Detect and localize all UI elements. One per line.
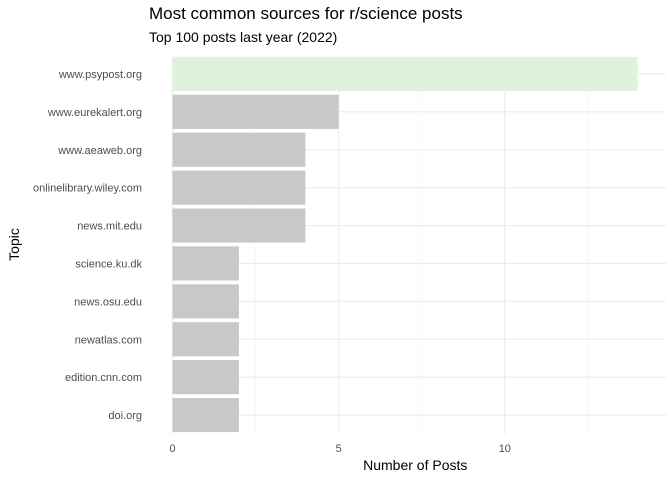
y-tick-label: doi.org	[108, 410, 142, 422]
bar-onlinelibrary.wiley.com	[172, 170, 306, 205]
y-tick-label: www.aeaweb.org	[57, 145, 142, 157]
y-tick-label: edition.cnn.com	[65, 372, 142, 384]
bar-doi.org	[172, 397, 239, 433]
y-tick-label: www.eurekalert.org	[47, 107, 142, 119]
bar-news.mit.edu	[172, 208, 306, 243]
bar-www.psypost.org	[172, 56, 638, 92]
x-tick-labels: 0 5 10	[169, 443, 511, 455]
bar-science.ku.dk	[172, 246, 239, 281]
bar-newatlas.com	[172, 322, 239, 357]
y-tick-label: news.mit.edu	[77, 221, 142, 233]
bar-www.aeaweb.org	[172, 132, 306, 167]
chart-subtitle: Top 100 posts last year (2022)	[149, 29, 338, 45]
x-tick-label: 5	[336, 443, 342, 455]
y-tick-label: newatlas.com	[75, 334, 142, 346]
y-tick-label: www.psypost.org	[58, 69, 142, 81]
bar-www.eurekalert.org	[172, 94, 339, 129]
y-tick-label: science.ku.dk	[75, 258, 142, 270]
x-tick-label: 10	[499, 443, 511, 455]
y-tick-labels: www.psypost.org www.eurekalert.org www.aea…	[33, 69, 143, 422]
bars	[172, 56, 638, 433]
chart-title: Most common sources for r/science posts	[149, 4, 463, 23]
y-tick-label: news.osu.edu	[74, 296, 142, 308]
x-tick-label: 0	[169, 443, 175, 455]
bar-edition.cnn.com	[172, 360, 239, 395]
y-axis-title: Topic	[6, 228, 22, 261]
bar-news.osu.edu	[172, 284, 239, 319]
x-axis-title: Number of Posts	[363, 457, 467, 473]
y-tick-label: onlinelibrary.wiley.com	[33, 183, 142, 195]
